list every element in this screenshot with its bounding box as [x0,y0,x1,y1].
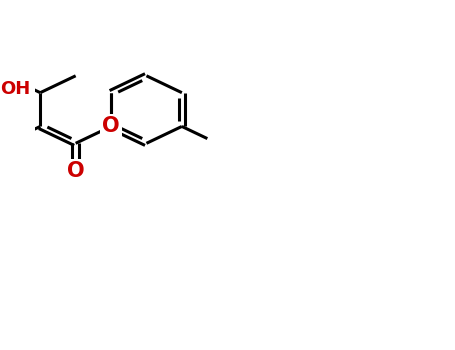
Text: O: O [67,161,85,181]
Text: O: O [102,117,120,136]
Text: OH: OH [0,80,30,98]
